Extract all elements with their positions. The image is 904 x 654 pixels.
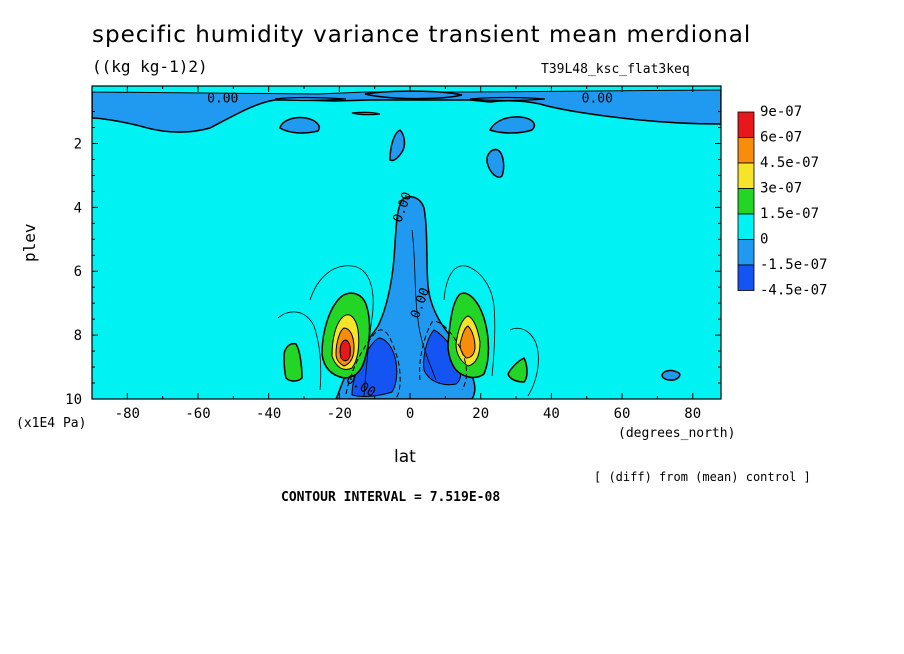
- fill-top-patch-4: [351, 111, 381, 116]
- contour-line-1: [277, 311, 322, 391]
- contour-label: 0.00: [207, 91, 238, 106]
- colorbar-label: 4.5e-07: [760, 155, 819, 171]
- contour-line-2: [309, 265, 374, 397]
- fill-blob-1: [279, 116, 320, 134]
- axes: -80 -60 -40 -20 0 20 40 60 80 2 4 6 8 10: [65, 86, 721, 422]
- x-tick-label: -80: [115, 406, 140, 422]
- fill-top-patch-3: [469, 96, 546, 102]
- fill-blob-4: [486, 148, 505, 178]
- fill-blob-5: [661, 369, 681, 381]
- colorbar-label: -1.5e-07: [760, 257, 827, 273]
- colorbar: 9e-07 6e-07 4.5e-07 3e-07 1.5e-07 0 -1.5e-07 -4…: [737, 104, 827, 299]
- colorbar-label: -4.5e-07: [760, 283, 827, 299]
- x-tick-label: -20: [327, 406, 352, 422]
- contour-dashed-1: [345, 329, 401, 399]
- contour-label: 0.00: [582, 91, 613, 106]
- fill-left-red: [339, 339, 351, 362]
- diff-note: [ (diff) from (mean) control ]: [594, 470, 811, 484]
- x-axis-label: lat: [394, 447, 416, 467]
- fill-blob-3: [389, 129, 406, 162]
- contour-line-3: [443, 265, 496, 377]
- x-tick-label: 0: [406, 406, 414, 422]
- fill-top-gap-1: [92, 86, 721, 95]
- fill-top-patch-2: [274, 96, 347, 102]
- y-tick-label: 10: [65, 392, 82, 408]
- plot-frame: [91, 85, 722, 400]
- x-tick-label: 80: [684, 406, 701, 422]
- chart-units: ((kg kg-1)2): [92, 57, 208, 76]
- x-tick-label: 20: [472, 406, 489, 422]
- colorbar-swatch: [737, 162, 755, 189]
- x-axis-units: (degrees_north): [618, 426, 736, 441]
- colorbar-swatch: [737, 111, 755, 138]
- colorbar-label: 3e-07: [760, 181, 802, 197]
- dataset-label: T39L48_ksc_flat3keq: [541, 62, 690, 77]
- fill-top-negative-band: [92, 86, 721, 133]
- x-tick-label: 40: [543, 406, 560, 422]
- fill-green-patch-right: [507, 356, 528, 383]
- colorbar-label: 0: [760, 232, 768, 248]
- colorbar-label: 1.5e-07: [760, 206, 819, 222]
- chart-title: specific humidity variance transient mea…: [92, 22, 752, 48]
- colorbar-swatch: [737, 188, 755, 215]
- contour-fill-area: 0.00 0.000.000.000.00: [92, 86, 721, 399]
- contour-interval: CONTOUR INTERVAL = 7.519E-08: [281, 490, 501, 505]
- contour-line-4: [509, 327, 539, 397]
- colorbar-swatch: [737, 264, 755, 291]
- y-axis-units: (x1E4 Pa): [16, 416, 87, 431]
- colorbar-label: 9e-07: [760, 104, 802, 120]
- y-tick-label: 4: [74, 200, 82, 216]
- colorbar-swatch: [737, 213, 755, 240]
- fill-blob-2: [488, 116, 536, 134]
- x-tick-label: -60: [185, 406, 210, 422]
- colorbar-swatch: [737, 239, 755, 266]
- colorbar-swatch: [737, 137, 755, 164]
- colorbar-label: 6e-07: [760, 130, 802, 146]
- y-tick-label: 6: [74, 264, 82, 280]
- x-tick-label: -40: [256, 406, 281, 422]
- contour-line-5: [411, 229, 437, 381]
- y-tick-label: 2: [74, 136, 82, 152]
- y-tick-label: 8: [74, 328, 82, 344]
- fill-green-patch-left: [283, 342, 303, 382]
- fill-top-patch-1: [364, 90, 463, 100]
- x-tick-label: 60: [614, 406, 631, 422]
